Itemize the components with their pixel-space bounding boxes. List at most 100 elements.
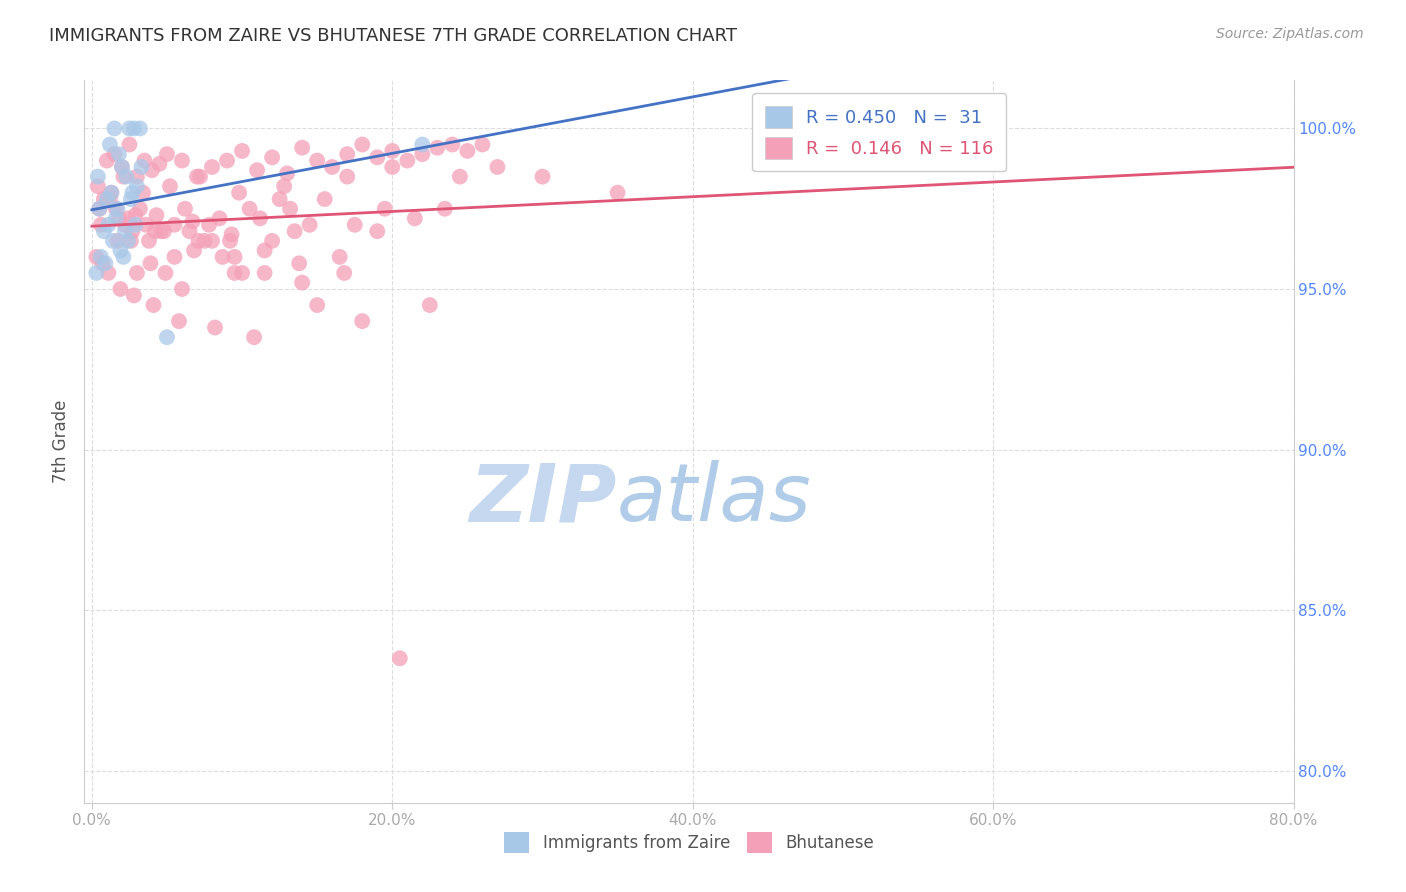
Point xyxy=(284,224,307,238)
Point xyxy=(135,218,157,232)
Point xyxy=(208,211,231,226)
Point xyxy=(149,224,172,238)
Point xyxy=(142,298,165,312)
Point xyxy=(243,330,266,344)
Point xyxy=(269,192,291,206)
Point xyxy=(90,218,112,232)
Point xyxy=(433,202,456,216)
Point xyxy=(155,266,177,280)
Point xyxy=(411,147,433,161)
Point xyxy=(114,218,136,232)
Point xyxy=(486,160,509,174)
Point xyxy=(111,160,134,174)
Point xyxy=(111,160,134,174)
Point xyxy=(456,144,478,158)
Point xyxy=(121,186,143,200)
Point xyxy=(104,211,127,226)
Point xyxy=(121,224,143,238)
Point xyxy=(179,224,201,238)
Point xyxy=(98,192,121,206)
Point xyxy=(352,314,374,328)
Text: Source: ZipAtlas.com: Source: ZipAtlas.com xyxy=(1216,27,1364,41)
Point xyxy=(228,186,250,200)
Point xyxy=(120,234,142,248)
Point xyxy=(101,234,124,248)
Point xyxy=(97,266,120,280)
Point xyxy=(148,157,170,171)
Point xyxy=(246,163,269,178)
Point xyxy=(441,137,464,152)
Point xyxy=(396,153,419,168)
Point xyxy=(253,244,276,258)
Point xyxy=(100,186,122,200)
Point xyxy=(186,169,208,184)
Point xyxy=(90,250,112,264)
Point xyxy=(115,169,138,184)
Point xyxy=(183,244,205,258)
Point xyxy=(253,266,276,280)
Point xyxy=(100,186,122,200)
Point xyxy=(262,150,284,164)
Point xyxy=(204,320,226,334)
Point xyxy=(181,214,204,228)
Point xyxy=(141,163,163,178)
Point xyxy=(449,169,471,184)
Point xyxy=(215,153,238,168)
Point xyxy=(112,169,135,184)
Point xyxy=(307,298,329,312)
Point xyxy=(110,282,132,296)
Point xyxy=(103,121,125,136)
Point xyxy=(366,224,388,238)
Point xyxy=(276,166,298,180)
Legend: Immigrants from Zaire, Bhutanese: Immigrants from Zaire, Bhutanese xyxy=(498,826,880,860)
Point xyxy=(288,256,311,270)
Point xyxy=(329,250,352,264)
Point xyxy=(117,211,139,226)
Point xyxy=(188,169,211,184)
Point xyxy=(139,256,162,270)
Point xyxy=(118,137,141,152)
Point xyxy=(224,250,246,264)
Point xyxy=(333,266,356,280)
Point xyxy=(97,218,120,232)
Point xyxy=(96,192,118,206)
Point xyxy=(273,179,295,194)
Point xyxy=(112,250,135,264)
Point xyxy=(239,202,262,216)
Point xyxy=(89,202,111,216)
Point xyxy=(606,186,628,200)
Text: ZIP: ZIP xyxy=(470,460,616,539)
Point xyxy=(125,266,148,280)
Point xyxy=(221,227,243,242)
Point xyxy=(249,211,271,226)
Point xyxy=(129,121,152,136)
Point xyxy=(145,208,167,222)
Point xyxy=(122,288,145,302)
Point xyxy=(132,186,155,200)
Point xyxy=(163,218,186,232)
Point xyxy=(104,202,127,216)
Point xyxy=(381,160,404,174)
Point xyxy=(153,224,176,238)
Point xyxy=(187,234,209,248)
Point xyxy=(125,169,148,184)
Point xyxy=(108,147,131,161)
Point xyxy=(159,179,181,194)
Point xyxy=(471,137,494,152)
Point xyxy=(307,153,329,168)
Point xyxy=(419,298,441,312)
Point xyxy=(198,218,221,232)
Point xyxy=(87,179,110,194)
Point xyxy=(89,202,111,216)
Point xyxy=(129,202,152,216)
Point xyxy=(531,169,554,184)
Point xyxy=(170,153,193,168)
Point xyxy=(107,234,129,248)
Point xyxy=(201,160,224,174)
Point xyxy=(381,144,404,158)
Point xyxy=(108,211,131,226)
Point xyxy=(96,153,118,168)
Point xyxy=(352,137,374,152)
Point xyxy=(211,250,233,264)
Point xyxy=(124,218,146,232)
